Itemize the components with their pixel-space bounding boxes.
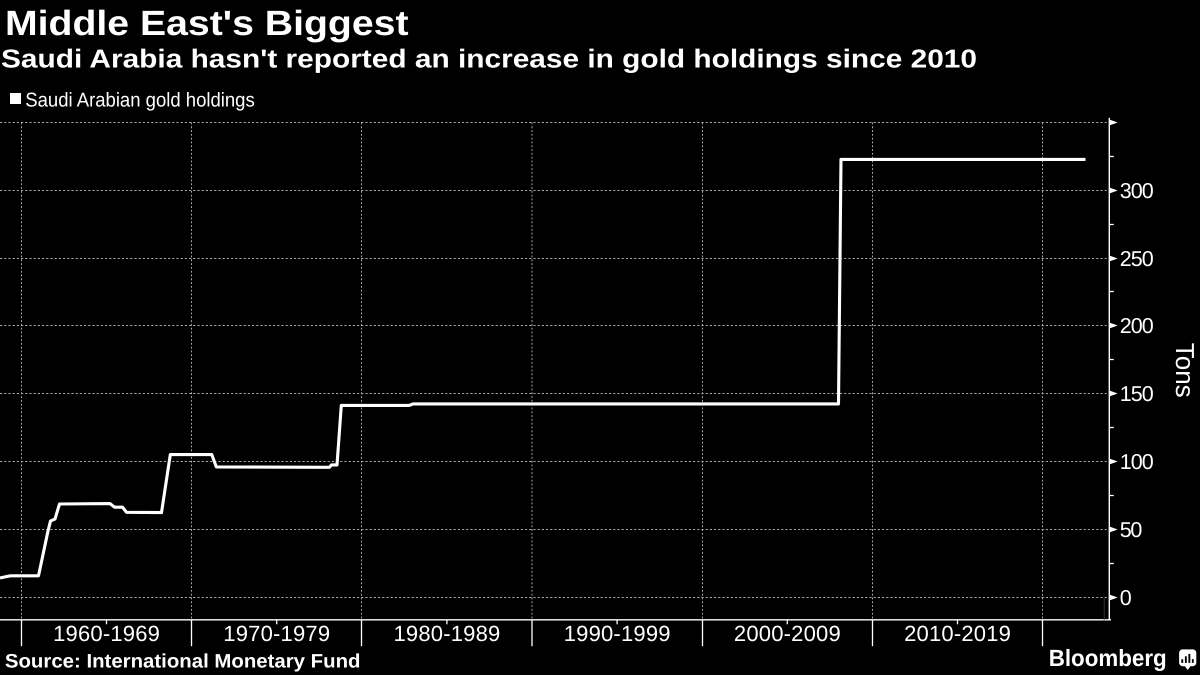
svg-text:2010-2019: 2010-2019 [904,621,1011,646]
svg-text:1980-1989: 1980-1989 [394,621,501,646]
svg-text:1960-1969: 1960-1969 [53,621,160,646]
svg-text:250: 250 [1120,247,1154,271]
svg-text:150: 150 [1120,382,1154,406]
svg-text:1970-1979: 1970-1979 [223,621,330,646]
svg-text:0: 0 [1120,586,1132,610]
svg-text:2000-2009: 2000-2009 [734,621,841,646]
svg-text:Middle East's Biggest: Middle East's Biggest [5,4,409,43]
svg-text:Saudi Arabia hasn't reported a: Saudi Arabia hasn't reported an increase… [1,44,977,74]
svg-text:300: 300 [1120,179,1154,203]
svg-text:Source: International Monetary: Source: International Monetary Fund [5,651,361,673]
svg-text:1990-1999: 1990-1999 [564,621,671,646]
svg-text:50: 50 [1120,518,1143,542]
svg-text:100: 100 [1120,450,1154,474]
svg-text:Tons: Tons [1170,343,1200,398]
svg-text:Bloomberg: Bloomberg [1049,645,1167,671]
svg-text:Saudi Arabian gold holdings: Saudi Arabian gold holdings [25,89,254,111]
svg-text:200: 200 [1120,314,1154,338]
